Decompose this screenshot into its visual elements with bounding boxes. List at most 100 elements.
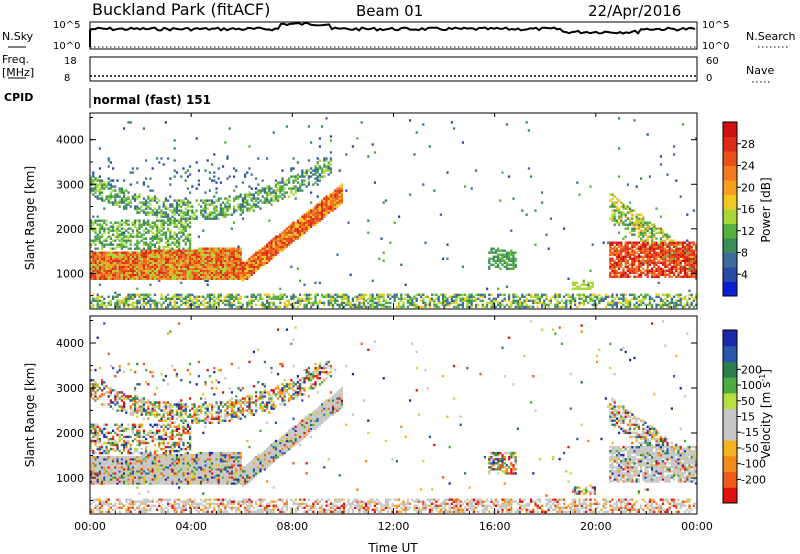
- echo-cell: [283, 233, 286, 236]
- echo-cell: [173, 269, 176, 272]
- echo-cell: [475, 169, 478, 172]
- echo-cell: [109, 201, 112, 204]
- echo-cell: [646, 275, 649, 278]
- echo-cell: [642, 225, 645, 228]
- echo-cell: [94, 478, 97, 481]
- echo-cell: [186, 269, 189, 272]
- echo-cell: [195, 273, 198, 276]
- echo-cell: [305, 169, 308, 172]
- echo-cell: [200, 205, 203, 208]
- echo-cell: [123, 297, 126, 300]
- echo-cell: [167, 267, 170, 270]
- echo-cell: [684, 273, 687, 276]
- echo-cell: [197, 203, 200, 206]
- echo-cell: [239, 255, 242, 258]
- echo-cell: [318, 213, 321, 216]
- echo-cell: [164, 231, 167, 234]
- echo-cell: [123, 271, 126, 274]
- echo-cell: [103, 257, 106, 260]
- echo-cell: [310, 213, 313, 216]
- echo-cell: [305, 227, 308, 230]
- echo-cell: [387, 293, 390, 296]
- echo-cell: [237, 277, 240, 280]
- echo-cell: [145, 177, 148, 180]
- echo-cell: [316, 211, 319, 214]
- echo-cell: [409, 119, 412, 122]
- echo-cell: [103, 255, 106, 258]
- echo-cell: [197, 275, 200, 278]
- echo-cell: [241, 211, 244, 214]
- echo-cell: [613, 201, 616, 204]
- echo-cell: [215, 247, 218, 250]
- echo-cell: [261, 261, 264, 264]
- echo-cell: [541, 191, 544, 194]
- echo-cell: [178, 269, 181, 272]
- echo-cell: [261, 251, 264, 254]
- echo-cell: [668, 263, 671, 266]
- echo-cell: [290, 187, 293, 190]
- echo-cell: [334, 199, 337, 202]
- echo-cell: [301, 233, 304, 236]
- echo-cell: [107, 259, 110, 262]
- echo-cell: [637, 223, 640, 226]
- echo-cell: [204, 265, 207, 268]
- echo-cell: [120, 197, 123, 200]
- echo-cell: [316, 179, 319, 182]
- echo-cell: [171, 241, 174, 244]
- echo-cell: [94, 191, 97, 194]
- echo-cell: [684, 269, 687, 272]
- echo-cell: [125, 219, 128, 222]
- echo-cell: [178, 231, 181, 234]
- echo-cell: [505, 263, 508, 266]
- echo-cell: [167, 271, 170, 274]
- echo-cell: [285, 295, 288, 298]
- echo-cell: [695, 137, 698, 140]
- echo-cell: [666, 249, 669, 252]
- echo-cell: [673, 263, 676, 266]
- echo-cell: [624, 207, 627, 210]
- echo-cell: [690, 263, 693, 266]
- echo-cell: [692, 241, 695, 244]
- echo-cell: [670, 257, 673, 260]
- echo-cell: [140, 235, 143, 238]
- echo-cell: [92, 305, 95, 309]
- echo-cell: [323, 157, 326, 160]
- echo-cell: [312, 211, 315, 214]
- echo-cell: [492, 297, 495, 300]
- echo-cell: [208, 277, 211, 280]
- nsky-trace: [89, 21, 696, 47]
- echo-cell: [640, 249, 643, 252]
- echo-cell: [228, 297, 231, 300]
- echo-cell: [501, 299, 504, 302]
- echo-cell: [186, 261, 189, 264]
- echo-cell: [305, 211, 308, 214]
- echo-cell: [140, 267, 143, 270]
- echo-cell: [380, 237, 383, 240]
- echo-cell: [622, 237, 625, 240]
- echo-cell: [96, 223, 99, 226]
- echo-cell: [593, 301, 596, 305]
- echo-cell: [345, 301, 348, 305]
- echo-cell: [116, 203, 119, 206]
- echo-cell: [635, 243, 638, 246]
- echo-cell: [299, 175, 302, 178]
- echo-cell: [169, 271, 172, 274]
- echo-cell: [173, 267, 176, 270]
- echo-cell: [186, 209, 189, 212]
- echo-cell: [268, 251, 271, 254]
- echo-cell: [224, 141, 227, 144]
- echo-cell: [169, 247, 172, 250]
- echo-cell: [290, 239, 293, 242]
- echo-cell: [233, 207, 236, 210]
- echo-cell: [90, 267, 93, 270]
- echo-cell: [92, 427, 95, 430]
- echo-cell: [94, 480, 97, 483]
- echo-cell: [494, 297, 497, 300]
- echo-cell: [292, 235, 295, 238]
- echo-cell: [598, 297, 601, 300]
- echo-cell: [213, 271, 216, 274]
- echo-cell: [241, 181, 244, 184]
- echo-cell: [272, 199, 275, 202]
- echo-cell: [90, 223, 93, 226]
- echo-cell: [622, 247, 625, 250]
